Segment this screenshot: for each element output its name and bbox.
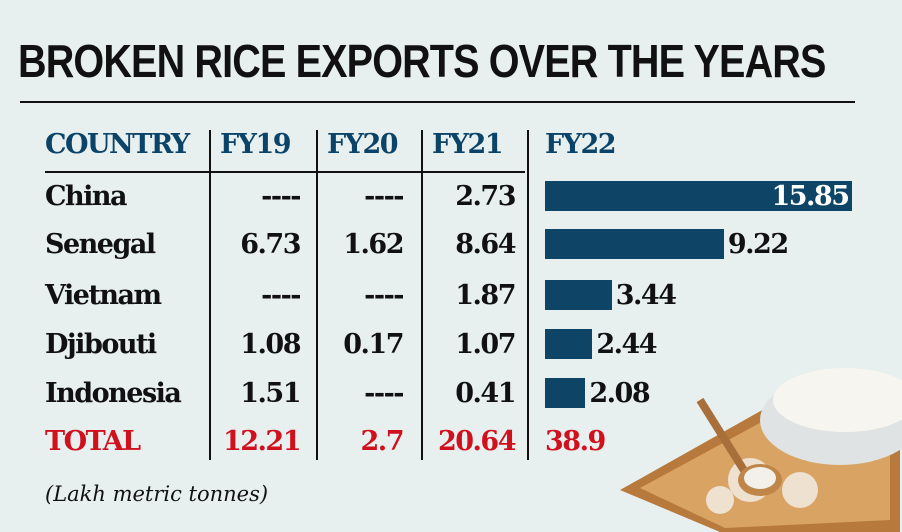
row-country-name: Indonesia	[45, 378, 182, 409]
bar-value-label: 15.85	[771, 181, 850, 212]
cell-fy20: ----	[364, 280, 404, 311]
bar-fy22	[545, 378, 586, 408]
cell-fy19: ----	[261, 280, 301, 311]
column-header-country: COUNTRY	[45, 129, 190, 160]
bar-value-label: 2.44	[596, 329, 657, 360]
column-header-fy20: FY20	[327, 129, 399, 160]
row-country-name: China	[45, 181, 128, 212]
column-header-fy22: FY22	[545, 129, 617, 160]
total-fy22: 38.9	[545, 426, 606, 457]
header-rule	[45, 171, 525, 173]
cell-fy20: ----	[364, 378, 404, 409]
cell-fy21: 1.07	[455, 329, 516, 360]
cell-fy19: 6.73	[240, 229, 301, 260]
bar-value-label: 9.22	[727, 229, 789, 260]
column-header-fy21: FY21	[432, 129, 504, 160]
bar-value-label: 3.44	[615, 280, 677, 311]
cell-fy20: 1.62	[343, 229, 404, 260]
row-country-name: Senegal	[45, 229, 156, 260]
column-divider	[527, 130, 529, 460]
cell-fy19: 1.51	[240, 378, 301, 409]
cell-fy19: ----	[261, 181, 301, 212]
rice-bowl-image	[620, 368, 902, 532]
cell-fy21: 8.64	[455, 229, 516, 260]
title-rule	[20, 101, 855, 103]
column-divider	[316, 130, 318, 460]
total-fy21: 20.64	[437, 426, 517, 457]
total-fy20: 2.7	[360, 426, 405, 457]
column-divider	[421, 130, 423, 460]
cell-fy21: 0.41	[455, 378, 516, 409]
bar-fy22	[545, 229, 724, 259]
unit-footnote: (Lakh metric tonnes)	[45, 482, 269, 506]
cell-fy20: 0.17	[343, 329, 404, 360]
cell-fy21: 2.73	[455, 181, 516, 212]
chart-title: BROKEN RICE EXPORTS OVER THE YEARS	[18, 35, 826, 87]
bar-fy22	[545, 280, 612, 310]
bar-fy22	[545, 329, 593, 359]
cell-fy20: ----	[364, 181, 404, 212]
column-header-fy19: FY19	[220, 129, 292, 160]
row-country-name: Djibouti	[45, 329, 157, 360]
bar-value-label: 2.08	[589, 378, 650, 409]
bar-fy22	[545, 181, 853, 211]
row-country-name: Vietnam	[45, 280, 162, 311]
column-divider	[209, 130, 211, 460]
cell-fy21: 1.87	[455, 280, 516, 311]
total-label: TOTAL	[45, 426, 141, 457]
total-fy19: 12.21	[222, 426, 302, 457]
cell-fy19: 1.08	[240, 329, 301, 360]
